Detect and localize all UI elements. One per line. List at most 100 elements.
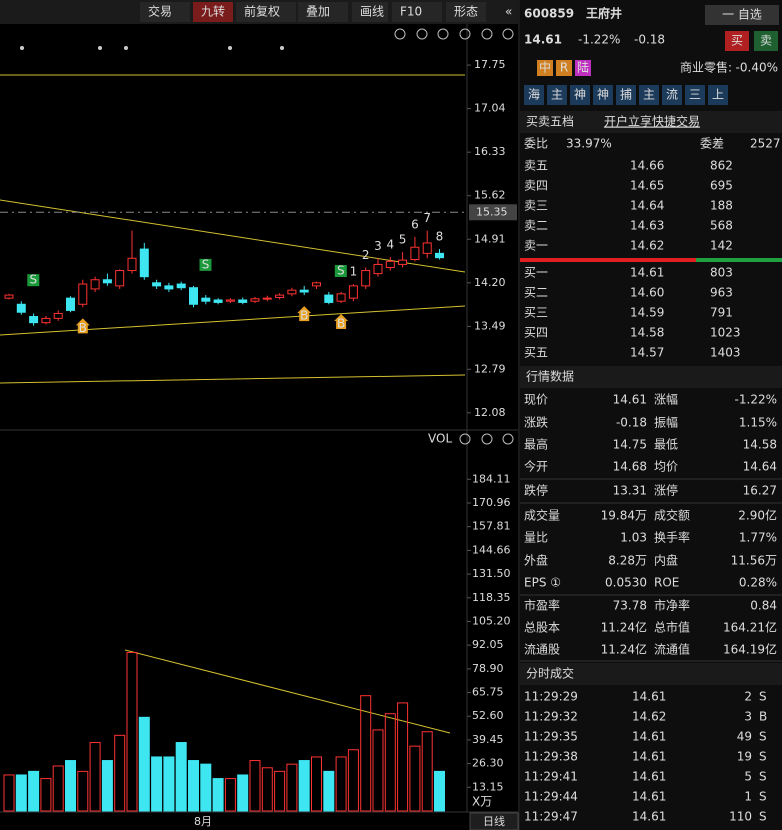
volume-bar bbox=[138, 716, 150, 812]
trade-side: S bbox=[759, 750, 767, 764]
field-value: 1.15% bbox=[739, 416, 777, 430]
y-tick-label: 12.79 bbox=[474, 362, 506, 375]
field-value: 14.64 bbox=[743, 460, 777, 474]
volume-bar bbox=[409, 745, 421, 812]
y-tick-label: 12.08 bbox=[474, 406, 506, 419]
trade-side: S bbox=[759, 730, 767, 744]
diff-label: 委差 bbox=[700, 137, 724, 151]
sell-button[interactable] bbox=[754, 31, 778, 51]
bid-volume: 791 bbox=[710, 306, 733, 320]
y-tick-label: 52.60 bbox=[472, 709, 504, 722]
ask-volume: 142 bbox=[710, 239, 733, 253]
y-tick-label: 118.35 bbox=[472, 591, 511, 604]
trade-price: 14.62 bbox=[632, 710, 666, 724]
candle-body bbox=[373, 263, 383, 275]
nav-button[interactable] bbox=[616, 85, 636, 105]
watch-label: 一 自选 bbox=[722, 8, 762, 22]
section-header bbox=[520, 663, 782, 685]
nav-button[interactable] bbox=[524, 85, 544, 105]
nav-button[interactable] bbox=[593, 85, 613, 105]
y-tick-label: 15.62 bbox=[474, 189, 506, 202]
toolbar-button[interactable] bbox=[392, 2, 442, 22]
watch-button[interactable] bbox=[705, 5, 779, 25]
nav-label: 上 bbox=[712, 88, 724, 102]
trade-link[interactable]: 开户立享快捷交易 bbox=[604, 114, 700, 129]
candle-body bbox=[16, 303, 26, 313]
ask-price: 14.66 bbox=[630, 159, 664, 173]
ask-volume: 188 bbox=[710, 199, 733, 213]
nav-button[interactable] bbox=[685, 85, 705, 105]
trade-volume: 49 bbox=[737, 730, 752, 744]
candle-body bbox=[238, 299, 248, 303]
toolbar-button[interactable] bbox=[140, 2, 190, 22]
field-label: 市净率 bbox=[654, 598, 690, 613]
y-tick-label: 17.75 bbox=[474, 58, 506, 71]
field-label: 流通股 bbox=[524, 643, 560, 657]
field-label: 总股本 bbox=[524, 621, 560, 635]
bid-price: 14.60 bbox=[630, 286, 664, 300]
nav-label: 神 bbox=[574, 88, 586, 102]
collapse[interactable]: « bbox=[505, 5, 512, 19]
section-title: 分时成交 bbox=[526, 666, 574, 681]
field-value: 11.24亿 bbox=[601, 642, 647, 657]
y-tick-label: 16.33 bbox=[474, 145, 506, 158]
toolbar-button[interactable] bbox=[236, 2, 296, 22]
volume-bar bbox=[261, 767, 273, 812]
nav-button[interactable] bbox=[639, 85, 659, 105]
candle-body bbox=[422, 242, 432, 254]
ask-label: 卖一 bbox=[524, 239, 548, 253]
trade-time: 11:29:41 bbox=[524, 770, 578, 784]
nav-button[interactable] bbox=[708, 85, 728, 105]
candle-body bbox=[78, 283, 88, 305]
y-tick-label: 14.91 bbox=[474, 232, 506, 245]
volume-bar bbox=[3, 774, 15, 812]
field-value: 14.75 bbox=[613, 438, 647, 452]
nav-label: 流 bbox=[666, 88, 678, 102]
candle-body bbox=[164, 285, 174, 290]
volume-bar bbox=[335, 756, 347, 812]
candle-body bbox=[201, 297, 211, 302]
chart-tools[interactable] bbox=[394, 28, 514, 445]
change-pct: -1.22% bbox=[578, 33, 620, 47]
period-box[interactable] bbox=[469, 812, 519, 830]
bid-volume: 1023 bbox=[710, 326, 741, 340]
trade-time: 11:29:44 bbox=[524, 790, 578, 804]
toolbar-button[interactable] bbox=[298, 2, 348, 22]
volume-bar bbox=[421, 731, 433, 812]
bid-label: 买三 bbox=[524, 306, 548, 320]
nav-button[interactable] bbox=[662, 85, 682, 105]
volume-bar bbox=[126, 651, 138, 812]
volume-bar bbox=[200, 763, 212, 812]
trade-time: 11:29:29 bbox=[524, 690, 578, 704]
trend-line bbox=[124, 649, 451, 734]
nav-button[interactable] bbox=[570, 85, 590, 105]
toolbar-button[interactable] bbox=[193, 2, 233, 22]
field-value: 164.21亿 bbox=[723, 620, 777, 635]
ask-label: 卖四 bbox=[524, 179, 548, 193]
volume-unit: X万 bbox=[472, 795, 492, 809]
volume-bar bbox=[384, 713, 396, 812]
buy-marker-label: B bbox=[337, 317, 345, 331]
volume-bar bbox=[311, 756, 322, 812]
nav-label: 捕 bbox=[620, 87, 632, 102]
bid-volume: 963 bbox=[710, 286, 733, 300]
y-tick-label: 157.81 bbox=[472, 520, 511, 533]
volume-bar bbox=[360, 695, 372, 812]
nav-button[interactable] bbox=[547, 85, 567, 105]
sell-marker bbox=[27, 274, 40, 287]
candle-body bbox=[53, 312, 63, 319]
candle-body bbox=[275, 294, 285, 299]
buy-button[interactable] bbox=[725, 31, 749, 51]
bid-price: 14.61 bbox=[630, 266, 664, 280]
field-label: 涨幅 bbox=[654, 392, 678, 407]
volume-bar bbox=[114, 734, 126, 812]
ratio-bar-green bbox=[696, 258, 782, 262]
field-label: 跌停 bbox=[524, 483, 548, 498]
field-value: 0.0530 bbox=[605, 576, 647, 590]
volume-bar bbox=[40, 778, 52, 812]
toolbar-button[interactable] bbox=[352, 2, 388, 22]
toolbar-button[interactable] bbox=[446, 2, 486, 22]
trade-price: 14.61 bbox=[632, 770, 666, 784]
field-value: 14.61 bbox=[613, 393, 647, 407]
